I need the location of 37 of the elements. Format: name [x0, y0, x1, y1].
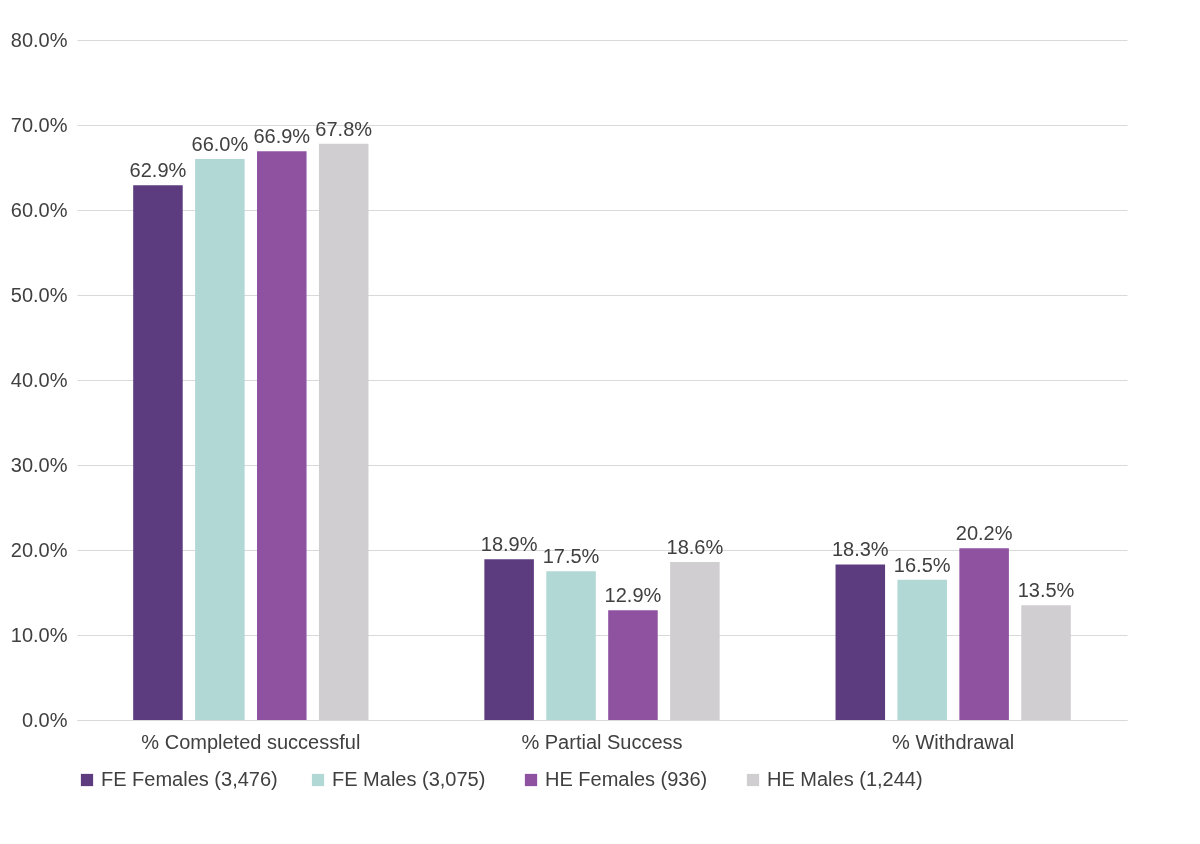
- bar: [195, 159, 245, 720]
- legend-label: HE Females (936): [545, 768, 708, 790]
- y-tick-label: 20.0%: [10, 538, 68, 561]
- bar: [608, 610, 658, 720]
- x-tick-label: % Partial Success: [521, 730, 683, 753]
- data-label: 18.3%: [831, 538, 889, 561]
- data-label: 12.9%: [604, 584, 662, 607]
- data-label: 16.5%: [893, 553, 951, 576]
- legend-label: FE Females (3,476): [101, 768, 278, 790]
- data-label: 66.0%: [191, 133, 249, 155]
- bar: [897, 579, 947, 720]
- y-tick-label: 30.0%: [10, 453, 68, 476]
- data-label: 18.6%: [666, 535, 724, 558]
- data-label: 20.2%: [955, 522, 1013, 545]
- bar: [835, 564, 886, 720]
- bar: [959, 548, 1009, 720]
- data-label: 67.8%: [315, 117, 373, 140]
- bar: [546, 571, 596, 720]
- data-label: 62.9%: [129, 159, 187, 182]
- y-tick-label: 40.0%: [10, 368, 68, 391]
- bar: [484, 559, 534, 720]
- data-label: 66.9%: [253, 125, 311, 148]
- x-tick-label: % Withdrawal: [892, 730, 1015, 753]
- legend-label: FE Males (3,075): [332, 768, 486, 790]
- legend-label: HE Males (1,244): [767, 768, 923, 790]
- y-tick-label: 10.0%: [10, 623, 68, 646]
- data-label: 18.9%: [480, 533, 538, 556]
- y-tick-label: 0.0%: [21, 708, 68, 731]
- y-tick-label: 80.0%: [10, 28, 68, 51]
- bar: [133, 185, 183, 720]
- data-label: 13.5%: [1017, 579, 1075, 602]
- data-label: 17.5%: [542, 545, 600, 568]
- x-tick-label: % Completed successful: [141, 730, 361, 753]
- y-tick-label: 50.0%: [10, 283, 68, 306]
- bar: [257, 151, 307, 720]
- y-tick-label: 60.0%: [10, 198, 68, 221]
- y-tick-label: 70.0%: [10, 113, 68, 136]
